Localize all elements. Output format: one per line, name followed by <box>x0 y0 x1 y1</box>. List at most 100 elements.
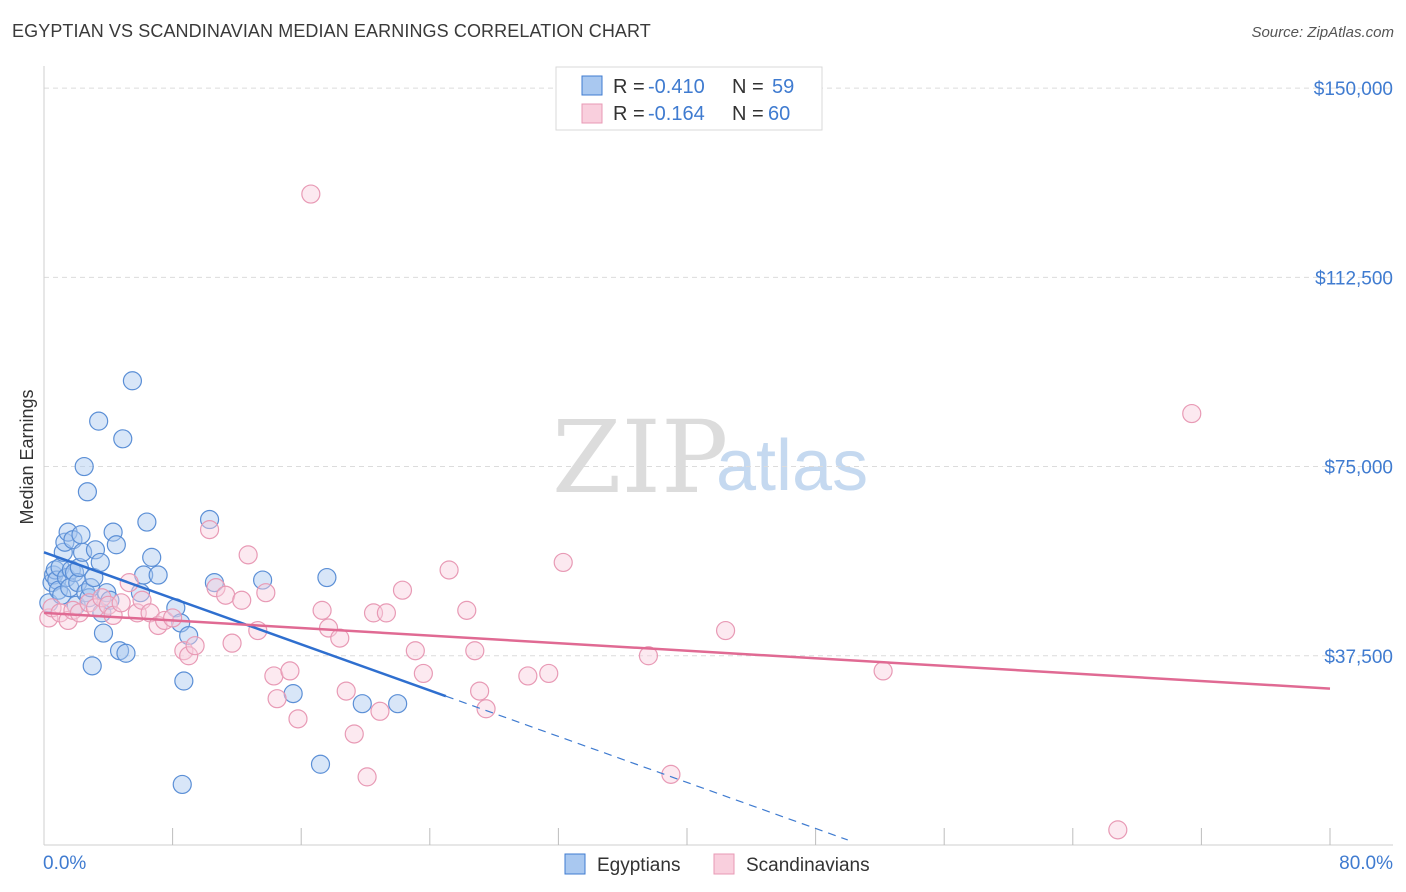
scandinavians-point <box>206 578 226 598</box>
egyptians-point <box>172 774 192 795</box>
egyptians-point <box>122 371 143 391</box>
egyptians-point <box>93 623 114 643</box>
watermark-zip: ZIP <box>552 399 728 516</box>
egyptians-point <box>179 625 199 646</box>
egyptians-point <box>90 552 110 573</box>
egyptians-point <box>253 570 273 590</box>
egyptians-trend-extension <box>445 695 848 841</box>
series-legend-scandinavians: Scandinavians <box>746 855 870 876</box>
egyptians-point <box>199 509 220 530</box>
series-legend-swatch-scandinavians <box>713 853 735 875</box>
egyptians-points <box>39 371 408 795</box>
scandinavians-point <box>439 560 459 580</box>
egyptians-point <box>283 684 303 704</box>
egyptians-point <box>85 540 106 560</box>
legend-n-label-2: N = <box>732 103 764 125</box>
egyptians-point <box>116 643 136 663</box>
scandinavians-point <box>465 641 485 661</box>
legend-r-label-2: R = <box>613 103 645 125</box>
egyptians-point <box>388 694 408 714</box>
scandinavians-point <box>267 689 287 709</box>
scandinavians-trend-line <box>43 611 1331 690</box>
scandinavians-point <box>457 600 477 620</box>
egyptians-point <box>352 694 372 714</box>
source-label: Source: ZipAtlas.com <box>1251 24 1394 41</box>
scandinavians-point <box>92 588 112 608</box>
scandinavians-points <box>39 184 1202 840</box>
egyptians-point <box>89 411 109 431</box>
scandinavians-point <box>238 545 258 565</box>
y-axis-label: Median Earnings <box>17 389 37 524</box>
egyptians-point <box>77 482 98 502</box>
y-tick-label: $37,500 <box>1324 647 1393 668</box>
scandinavians-point <box>280 661 300 681</box>
scandinavians-point <box>370 701 390 721</box>
scandinavians-point <box>344 724 364 744</box>
scandinavians-point <box>376 603 396 623</box>
scandinavians-point <box>1182 403 1202 424</box>
egyptians-point <box>113 429 133 449</box>
egyptians-point <box>148 565 168 585</box>
scandinavians-point <box>1108 820 1128 840</box>
scandinavians-point <box>163 608 183 628</box>
egyptians-point <box>174 671 194 691</box>
legend-n-value-2: 60 <box>768 103 790 125</box>
egyptians-point <box>317 567 337 588</box>
scandinavians-point <box>392 580 413 600</box>
x-tick-max: 80.0% <box>1339 853 1393 874</box>
scandinavians-point <box>413 663 433 684</box>
y-tick-label: $75,000 <box>1324 458 1393 479</box>
egyptians-point <box>103 522 123 542</box>
y-tick-label: $112,500 <box>1315 268 1393 289</box>
series-legend-egyptians: Egyptians <box>597 855 680 876</box>
scandinavians-point <box>301 184 321 204</box>
scandinavians-point <box>336 681 356 701</box>
scandinavians-point <box>518 666 538 686</box>
scandinavians-point <box>185 636 205 656</box>
scandinavians-point <box>222 633 242 653</box>
legend-swatch-blue <box>581 75 603 96</box>
scandinavians-point <box>715 620 736 641</box>
scandinavians-point <box>79 593 99 613</box>
gridlines <box>44 87 1393 657</box>
scandinavians-point <box>58 610 78 631</box>
legend-n-label-1: N = <box>732 76 764 98</box>
scandinavians-point <box>476 699 496 719</box>
scandinavians-point <box>661 764 681 784</box>
scandinavians-point <box>873 661 893 681</box>
legend-n-value-1: 59 <box>772 76 794 98</box>
scandinavians-point <box>216 585 236 605</box>
scandinavians-point <box>539 663 559 684</box>
egyptians-point <box>137 512 157 532</box>
scandinavians-point <box>179 646 199 666</box>
egyptians-point <box>74 456 94 477</box>
series-legend-swatch-egyptians <box>564 853 586 875</box>
scandinavians-point <box>256 583 276 603</box>
scandinavians-point <box>312 600 332 620</box>
trend-lines <box>43 551 1331 841</box>
scandinavians-point <box>199 520 220 540</box>
axes <box>43 66 1393 846</box>
y-tick-labels: $150,000 $112,500 $75,000 $37,500 <box>1314 79 1393 668</box>
scandinavians-point <box>357 767 377 787</box>
watermark-atlas: atlas <box>716 426 868 506</box>
scandinavians-point <box>288 709 308 729</box>
chart-title: EGYPTIAN VS SCANDINAVIAN MEDIAN EARNINGS… <box>12 21 651 41</box>
scandinavians-point <box>232 590 252 610</box>
legend-r-value-2: -0.164 <box>648 103 705 125</box>
legend-r-label-1: R = <box>613 76 645 98</box>
scandinavians-point <box>470 681 490 701</box>
scandinavians-point <box>553 552 573 573</box>
scandinavians-point <box>111 593 131 613</box>
egyptians-point <box>310 754 331 774</box>
legend-swatch-pink <box>581 103 603 124</box>
scandinavians-point <box>264 666 284 686</box>
egyptians-point <box>142 547 162 567</box>
egyptians-point <box>106 535 126 555</box>
correlation-legend: R = -0.410 N = 59 R = -0.164 N = 60 <box>555 66 823 131</box>
y-tick-label: $150,000 <box>1314 79 1393 100</box>
scandinavians-point <box>405 641 425 661</box>
series-legend: Egyptians Scandinavians <box>564 853 870 876</box>
x-tick-min: 0.0% <box>43 853 86 874</box>
